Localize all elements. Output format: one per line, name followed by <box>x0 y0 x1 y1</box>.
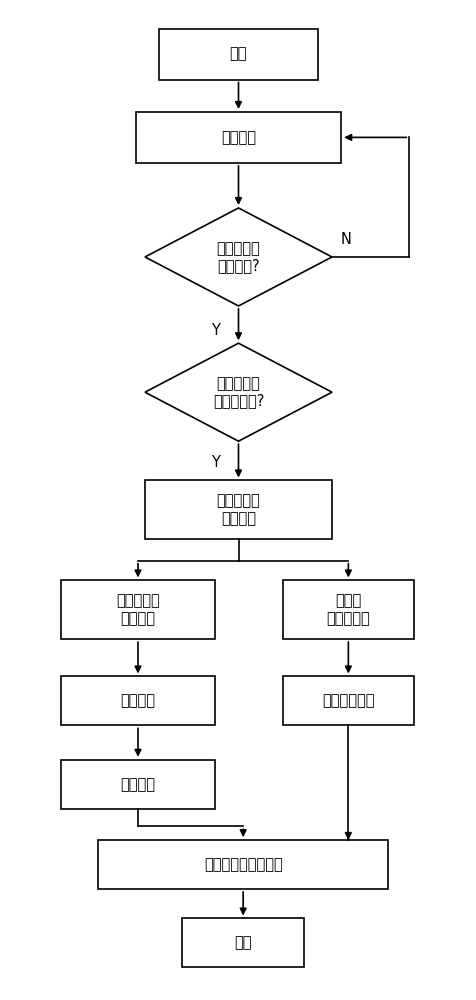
Bar <box>182 918 303 967</box>
Bar <box>282 676 413 725</box>
Text: N: N <box>340 232 351 247</box>
Text: Y: Y <box>210 323 219 338</box>
Bar <box>145 480 331 539</box>
Text: 电离层
分析或探测: 电离层 分析或探测 <box>326 594 369 626</box>
Text: 联合定位及误差估计: 联合定位及误差估计 <box>203 857 282 872</box>
Text: 开始: 开始 <box>229 47 247 62</box>
Text: Y: Y <box>210 455 219 470</box>
Text: 各接收站点
信号同步: 各接收站点 信号同步 <box>116 594 159 626</box>
Bar <box>159 29 317 80</box>
Text: 结束: 结束 <box>234 935 251 950</box>
Bar <box>61 760 215 809</box>
Bar <box>98 840 387 889</box>
Polygon shape <box>145 208 331 306</box>
Text: 传播路径统计: 传播路径统计 <box>321 693 374 708</box>
Text: 启动各相应
站点采集: 启动各相应 站点采集 <box>216 494 260 526</box>
Bar <box>282 580 413 639</box>
Bar <box>61 676 215 725</box>
Text: 数据传输: 数据传输 <box>120 693 155 708</box>
Text: 搜索监测: 搜索监测 <box>220 130 256 145</box>
Text: 判断是否为
目标信号?: 判断是否为 目标信号? <box>216 241 260 273</box>
Text: 判断可接收
信号的站点?: 判断可接收 信号的站点? <box>212 376 264 408</box>
Bar <box>135 112 341 163</box>
Bar <box>61 580 215 639</box>
Polygon shape <box>145 343 331 441</box>
Text: 时差估计: 时差估计 <box>120 777 155 792</box>
